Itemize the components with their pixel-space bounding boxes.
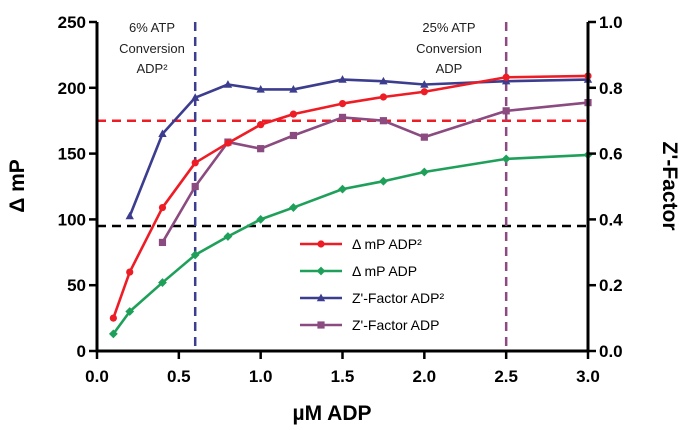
y-tick-label-right-0: 0.0: [599, 342, 623, 361]
series-line-0: [112, 74, 589, 319]
legend-label-1: Δ mP ADP: [352, 263, 417, 279]
data-point-0-0: [109, 314, 117, 322]
data-point-3-3: [257, 145, 265, 153]
y-tick-label-right-3: 0.6: [599, 145, 623, 164]
data-point-2-4: [256, 85, 265, 93]
data-point-0-3: [191, 159, 199, 167]
data-point-0-8: [379, 93, 388, 101]
series-line-1: [112, 153, 589, 335]
data-point-1-4: [223, 232, 233, 241]
series-0: [109, 72, 592, 322]
data-point-2-8: [420, 80, 429, 88]
data-point-0-10: [502, 73, 510, 81]
data-point-3-1: [191, 182, 199, 191]
annotation-25pct-line-1: 25% ATP: [422, 20, 475, 35]
y-tick-label-right-4: 0.8: [599, 79, 623, 98]
legend-swatch-marker-3: [317, 321, 325, 329]
data-point-3-0: [158, 238, 167, 247]
x-tick-label-4: 2.0: [413, 367, 437, 386]
data-point-1-10: [501, 154, 511, 164]
y-tick-label-right-1: 0.2: [599, 276, 623, 295]
series-line-3: [161, 101, 589, 244]
series-layer: [108, 72, 593, 339]
legend-label-2: Z'-Factor ADP²: [352, 290, 444, 306]
data-point-1-1: [125, 307, 135, 316]
x-axis-title: µM ADP: [293, 402, 372, 425]
data-point-2-2: [191, 93, 200, 101]
x-tick-label-5: 2.5: [494, 367, 518, 386]
data-point-0-6: [289, 110, 297, 118]
data-point-2-6: [338, 75, 347, 83]
y-tick-label-right-2: 0.4: [599, 210, 623, 229]
data-point-1-2: [158, 278, 167, 287]
data-point-2-0: [125, 211, 134, 220]
annotation-6pct-line-3: ADP²: [136, 61, 168, 76]
annotation-6pct-line-2: Conversion: [119, 41, 185, 56]
data-point-3-8: [502, 107, 510, 115]
legend-label-3: Z'-Factor ADP: [352, 317, 439, 333]
data-point-2-3: [223, 80, 233, 88]
legend-swatch-marker-2: [316, 293, 326, 302]
y-tick-label-left-3: 150: [58, 145, 86, 164]
annotation-25pct-line-2: Conversion: [416, 41, 482, 56]
data-point-0-5: [257, 121, 265, 129]
legend-label-0: Δ mP ADP²: [352, 236, 422, 252]
x-tick-label-3: 1.5: [331, 367, 355, 386]
data-point-0-7: [338, 99, 347, 108]
axes: 0.0 0.5 1.0 1.5 2.0 2.5 3.0 0 50 100 150 200 250 0.0 0…: [58, 13, 624, 386]
y-tick-label-left-4: 200: [58, 79, 86, 98]
annotation-25pct: 25% ATP Conversion ADP: [416, 20, 482, 76]
series-2: [125, 75, 593, 220]
data-point-0-2: [158, 203, 167, 212]
data-point-3-6: [379, 117, 388, 125]
annotation-6pct-line-1: 6% ATP: [129, 20, 175, 35]
y-axis-title-left: Δ mP: [6, 159, 29, 213]
legend-swatch-marker-0: [317, 240, 325, 248]
data-point-3-4: [289, 131, 297, 140]
y-tick-label-left-5: 250: [58, 13, 86, 32]
data-point-2-1: [158, 129, 167, 138]
data-point-0-4: [224, 139, 232, 147]
x-tick-label-2: 1.0: [249, 367, 273, 386]
data-point-1-7: [338, 184, 347, 194]
x-tick-label-6: 3.0: [576, 367, 600, 386]
y-tick-label-left-0: 0: [77, 342, 86, 361]
data-point-1-9: [419, 167, 429, 177]
x-tick-label-0: 0.0: [85, 367, 109, 386]
data-point-1-0: [108, 329, 118, 339]
series-1: [108, 150, 593, 339]
data-point-3-7: [420, 133, 428, 141]
data-point-1-3: [190, 250, 200, 260]
legend-swatch-marker-1: [316, 266, 326, 276]
data-point-1-8: [379, 176, 388, 186]
data-point-1-5: [256, 215, 266, 224]
y-tick-label-left-1: 50: [67, 276, 86, 295]
data-point-2-7: [379, 76, 388, 85]
y-tick-label-right-5: 1.0: [599, 13, 623, 32]
data-point-2-5: [289, 85, 298, 93]
y-axis-title-right: Z'-Factor: [658, 142, 681, 231]
data-point-3-5: [338, 113, 347, 122]
data-point-1-6: [289, 203, 298, 212]
annotation-6pct: 6% ATP Conversion ADP²: [119, 20, 185, 76]
y-tick-label-left-2: 100: [58, 210, 86, 229]
x-tick-label-1: 0.5: [167, 367, 191, 386]
data-point-0-1: [126, 268, 134, 276]
legend: Δ mP ADP² Δ mP ADP Z'-Factor ADP² Z'-Factor…: [300, 236, 444, 333]
annotation-25pct-line-3: ADP: [436, 61, 463, 76]
data-point-0-9: [420, 88, 428, 96]
